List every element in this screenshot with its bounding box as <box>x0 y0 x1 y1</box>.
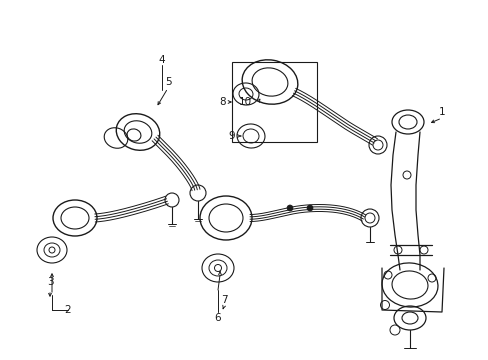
Text: 2: 2 <box>64 305 71 315</box>
Text: 4: 4 <box>159 55 165 65</box>
Text: 1: 1 <box>438 107 445 117</box>
Text: 9: 9 <box>228 131 235 141</box>
Text: 8: 8 <box>219 97 226 107</box>
Text: 6: 6 <box>214 313 221 323</box>
Text: 3: 3 <box>46 277 53 287</box>
Text: 5: 5 <box>164 77 171 87</box>
Text: 7: 7 <box>220 295 227 305</box>
Circle shape <box>286 205 292 211</box>
Circle shape <box>306 205 312 211</box>
Bar <box>231 62 316 142</box>
Text: 10: 10 <box>238 97 251 107</box>
